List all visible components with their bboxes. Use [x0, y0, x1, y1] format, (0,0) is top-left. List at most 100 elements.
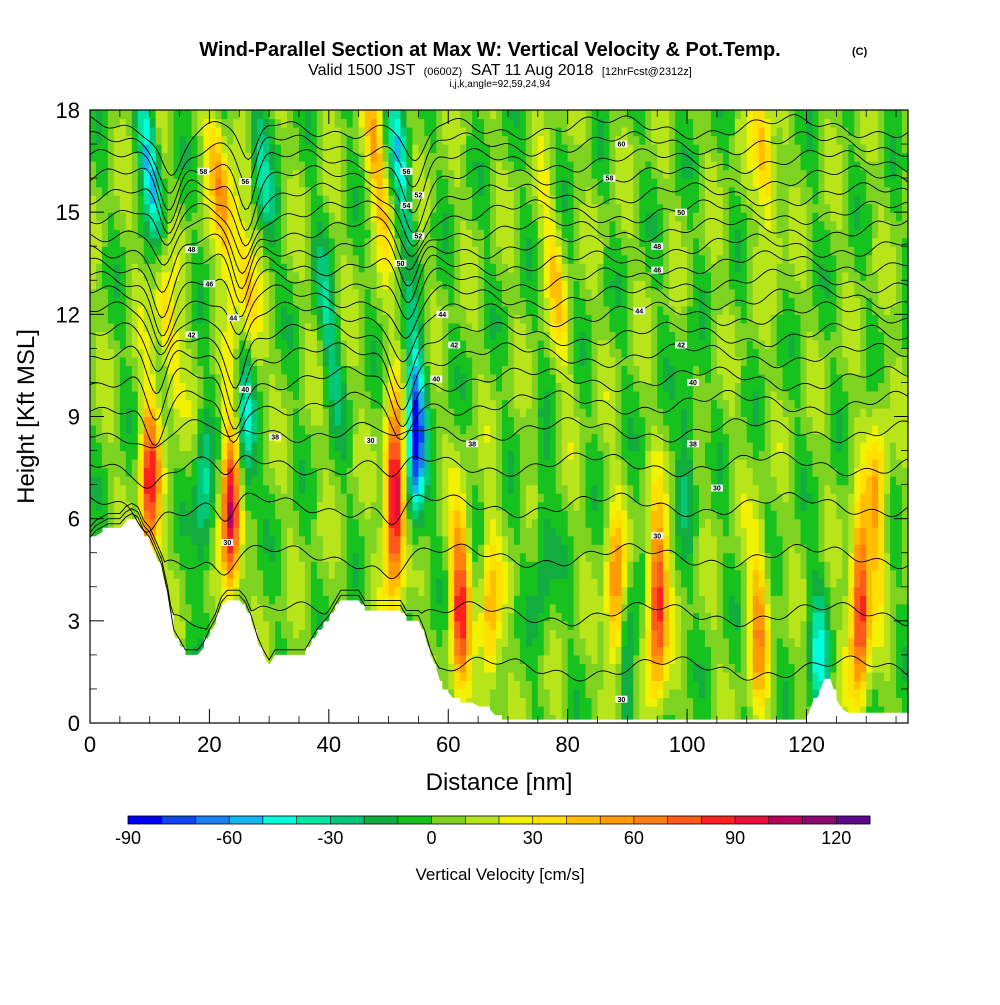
- velocity-cell: [209, 467, 216, 477]
- velocity-cell: [90, 220, 97, 230]
- velocity-cell: [448, 195, 455, 205]
- velocity-cell: [149, 518, 157, 528]
- velocity-cell: [388, 348, 396, 358]
- velocity-cell: [101, 459, 109, 469]
- velocity-cell: [167, 578, 175, 588]
- velocity-cell: [322, 561, 330, 571]
- velocity-cell: [448, 118, 455, 128]
- velocity-cell: [287, 110, 294, 120]
- velocity-cell: [149, 220, 157, 230]
- velocity-cell: [418, 356, 425, 367]
- velocity-cell: [388, 322, 396, 332]
- velocity-cell: [293, 578, 300, 588]
- velocity-cell: [257, 314, 264, 324]
- velocity-cell: [221, 348, 228, 358]
- velocity-cell: [316, 450, 324, 460]
- velocity-cell: [263, 220, 270, 230]
- velocity-cell: [185, 501, 193, 511]
- velocity-cell: [143, 212, 151, 222]
- velocity-cell: [519, 535, 527, 545]
- velocity-cell: [287, 527, 294, 537]
- velocity-cell: [507, 501, 515, 511]
- velocity-cell: [137, 263, 145, 273]
- velocity-cell: [567, 671, 575, 682]
- velocity-cell: [430, 416, 437, 426]
- velocity-cell: [137, 493, 145, 503]
- velocity-cell: [358, 390, 366, 401]
- velocity-cell: [251, 467, 258, 477]
- velocity-cell: [161, 322, 169, 332]
- velocity-cell: [549, 220, 557, 230]
- velocity-cell: [179, 476, 187, 486]
- velocity-cell: [448, 254, 455, 264]
- velocity-cell: [185, 288, 193, 298]
- velocity-cell: [221, 246, 228, 256]
- velocity-cell: [197, 263, 205, 273]
- velocity-cell: [460, 212, 467, 222]
- velocity-cell: [513, 229, 521, 239]
- velocity-cell: [340, 578, 348, 588]
- velocity-cell: [245, 433, 252, 443]
- velocity-cell: [394, 518, 402, 528]
- velocity-cell: [155, 442, 163, 452]
- velocity-cell: [233, 569, 240, 579]
- velocity-cell: [454, 254, 461, 264]
- velocity-cell: [430, 161, 437, 171]
- velocity-cell: [478, 118, 485, 128]
- velocity-cell: [310, 186, 318, 196]
- velocity-cell: [197, 510, 205, 520]
- velocity-cell: [191, 297, 199, 307]
- velocity-cell: [328, 110, 336, 120]
- velocity-cell: [400, 365, 408, 375]
- velocity-cell: [436, 314, 443, 324]
- velocity-cell: [257, 220, 264, 230]
- velocity-cell: [352, 595, 360, 605]
- velocity-cell: [490, 586, 497, 596]
- velocity-cell: [281, 246, 288, 256]
- velocity-cell: [203, 620, 211, 630]
- velocity-cell: [507, 688, 515, 699]
- velocity-cell: [454, 535, 461, 545]
- velocity-cell: [484, 612, 491, 622]
- velocity-cell: [561, 186, 569, 196]
- velocity-cell: [448, 263, 455, 273]
- velocity-cell: [501, 365, 509, 375]
- velocity-cell: [197, 399, 205, 409]
- velocity-cell: [131, 212, 139, 222]
- velocity-cell: [287, 459, 294, 469]
- velocity-cell: [490, 450, 497, 460]
- velocity-cell: [388, 118, 396, 128]
- velocity-cell: [245, 271, 252, 281]
- velocity-cell: [167, 476, 175, 486]
- velocity-cell: [382, 467, 390, 477]
- velocity-cell: [233, 535, 240, 545]
- velocity-cell: [322, 254, 330, 264]
- velocity-cell: [257, 569, 264, 579]
- velocity-cell: [293, 288, 300, 298]
- velocity-cell: [155, 552, 163, 562]
- velocity-cell: [185, 373, 193, 384]
- velocity-cell: [221, 518, 228, 528]
- velocity-cell: [233, 595, 240, 605]
- velocity-cell: [460, 612, 467, 622]
- velocity-cell: [388, 152, 396, 162]
- velocity-cell: [543, 552, 551, 562]
- velocity-cell: [263, 186, 270, 196]
- velocity-cell: [340, 442, 348, 452]
- velocity-cell: [215, 467, 222, 477]
- velocity-cell: [484, 646, 491, 656]
- velocity-cell: [484, 390, 491, 401]
- velocity-cell: [328, 561, 336, 571]
- velocity-cell: [191, 484, 199, 494]
- velocity-cell: [406, 110, 414, 120]
- velocity-cell: [376, 212, 384, 222]
- velocity-cell: [298, 254, 306, 264]
- velocity-cell: [567, 637, 575, 647]
- velocity-cell: [496, 212, 503, 222]
- velocity-cell: [334, 459, 342, 469]
- velocity-cell: [322, 552, 330, 562]
- velocity-cell: [179, 493, 187, 503]
- velocity-cell: [287, 135, 294, 145]
- velocity-cell: [101, 169, 109, 179]
- velocity-cell: [412, 569, 419, 579]
